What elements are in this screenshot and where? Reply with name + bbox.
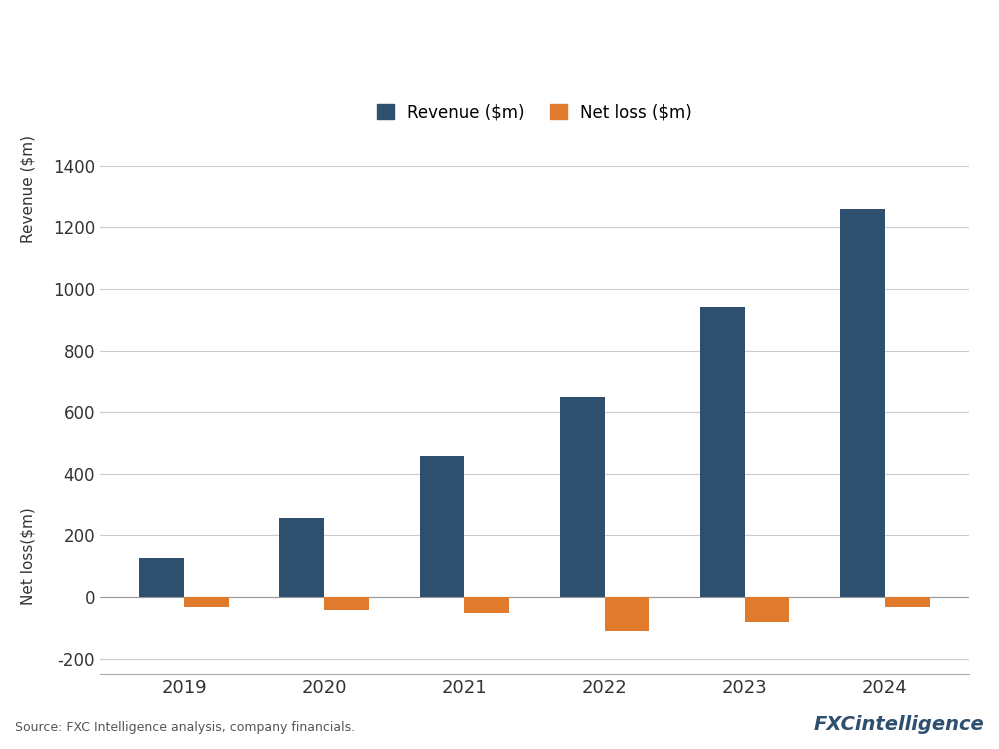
Text: Source: FXC Intelligence analysis, company financials.: Source: FXC Intelligence analysis, compa…	[15, 721, 355, 734]
Legend: Revenue ($m), Net loss ($m): Revenue ($m), Net loss ($m)	[374, 100, 695, 124]
Bar	[465, 597, 509, 613]
Bar	[559, 397, 604, 597]
Bar	[744, 597, 789, 622]
Bar	[184, 597, 229, 607]
Bar	[840, 210, 885, 597]
Bar	[140, 557, 184, 597]
Bar	[420, 456, 465, 597]
Bar	[325, 597, 370, 610]
Text: Remitly FY revenue and net losses, 2019-2024: Remitly FY revenue and net losses, 2019-…	[113, 96, 533, 114]
Bar	[280, 518, 325, 597]
Text: Remitly curbs losses in 2024 as revenue rises: Remitly curbs losses in 2024 as revenue …	[113, 34, 864, 62]
Text: FXCintelligence: FXCintelligence	[813, 715, 984, 734]
Text: Revenue ($m): Revenue ($m)	[20, 135, 35, 243]
Bar	[604, 597, 649, 631]
Bar	[885, 597, 929, 607]
Text: Net loss($m): Net loss($m)	[20, 507, 35, 604]
Bar	[699, 307, 744, 597]
